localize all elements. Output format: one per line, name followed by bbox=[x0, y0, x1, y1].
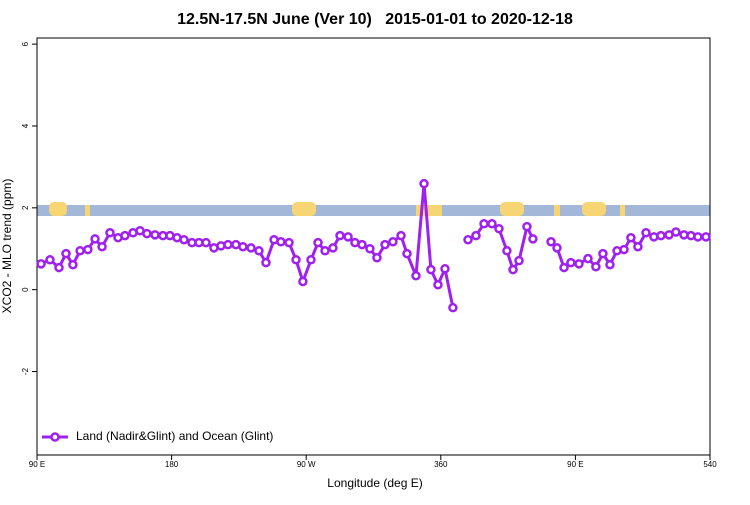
land bbox=[85, 205, 90, 216]
legend-label: Land (Nadir&Glint) and Ocean (Glint) bbox=[76, 429, 273, 443]
y-axis-label: XCO2 - MLO trend (ppm) bbox=[0, 179, 14, 314]
y-tick-label: 0 bbox=[21, 287, 30, 292]
data-point bbox=[201, 237, 211, 248]
land bbox=[49, 202, 67, 216]
data-point bbox=[83, 244, 93, 255]
data-point bbox=[150, 230, 160, 240]
x-tick-label: 90 E bbox=[567, 460, 583, 469]
data-point bbox=[380, 239, 390, 250]
data-point bbox=[546, 237, 556, 247]
data-point bbox=[487, 219, 497, 229]
land bbox=[582, 202, 606, 216]
data-point bbox=[313, 237, 323, 248]
data-point bbox=[97, 241, 107, 252]
data-point bbox=[254, 246, 264, 256]
data-point bbox=[448, 302, 458, 313]
data-point bbox=[357, 239, 367, 250]
data-point bbox=[276, 237, 286, 247]
data-point bbox=[591, 262, 601, 272]
land bbox=[500, 202, 524, 216]
data-point bbox=[419, 178, 429, 189]
data-point bbox=[671, 227, 681, 237]
plot-frame bbox=[36, 37, 711, 456]
data-point bbox=[45, 255, 55, 265]
data-point bbox=[36, 259, 46, 269]
data-point bbox=[552, 243, 562, 253]
data-point bbox=[574, 259, 584, 269]
data-point bbox=[90, 234, 100, 244]
x-tick-label: 540 bbox=[703, 460, 717, 469]
x-axis-label: Longitude (deg E) bbox=[327, 476, 422, 490]
data-point bbox=[502, 246, 512, 256]
data-point bbox=[105, 228, 115, 238]
data-point bbox=[61, 248, 71, 259]
x-tick-label: 360 bbox=[434, 460, 448, 469]
data-point bbox=[701, 232, 711, 242]
data-point bbox=[291, 255, 301, 265]
land bbox=[416, 205, 442, 216]
data-point bbox=[479, 219, 489, 229]
data-point bbox=[306, 255, 316, 265]
data-point bbox=[54, 262, 64, 273]
y-tick-label: 2 bbox=[21, 205, 30, 210]
data-point bbox=[693, 232, 703, 242]
data-point bbox=[494, 223, 504, 234]
data-point bbox=[328, 243, 338, 253]
data-point bbox=[223, 239, 233, 250]
data-point bbox=[471, 230, 481, 241]
data-point bbox=[426, 264, 436, 275]
x-tick-label: 90 W bbox=[297, 460, 316, 469]
data-point bbox=[284, 237, 294, 248]
data-point bbox=[598, 248, 608, 259]
data-point bbox=[372, 253, 382, 263]
data-point bbox=[626, 232, 636, 243]
data-point bbox=[411, 271, 421, 281]
map-strip bbox=[37, 202, 710, 216]
x-tick-label: 180 bbox=[165, 460, 179, 469]
data-point bbox=[142, 228, 152, 239]
data-point bbox=[514, 255, 524, 266]
data-point bbox=[343, 232, 353, 242]
data-point bbox=[559, 262, 569, 273]
data-point bbox=[656, 230, 666, 241]
data-point bbox=[402, 248, 412, 259]
data-point bbox=[641, 228, 651, 238]
data-point bbox=[583, 253, 593, 264]
data-point bbox=[508, 264, 518, 275]
data-point bbox=[396, 230, 406, 241]
data-point bbox=[433, 280, 443, 290]
data-point bbox=[335, 230, 345, 241]
data-point bbox=[261, 257, 271, 268]
data-point bbox=[528, 234, 538, 244]
land bbox=[554, 205, 560, 216]
data-point bbox=[298, 276, 308, 287]
y-tick-label: 4 bbox=[21, 123, 30, 128]
x-tick-label: 90 E bbox=[29, 460, 45, 469]
y-tick-label: -2 bbox=[21, 367, 30, 375]
data-point bbox=[320, 246, 330, 256]
data-point bbox=[463, 234, 473, 245]
data-point bbox=[633, 241, 643, 252]
data-point bbox=[566, 257, 576, 268]
data-point bbox=[75, 246, 85, 256]
land bbox=[292, 202, 316, 216]
data-point bbox=[246, 243, 256, 253]
data-point bbox=[179, 234, 189, 245]
data-point bbox=[619, 244, 629, 255]
data-point bbox=[522, 221, 532, 232]
data-point bbox=[120, 230, 130, 241]
legend-marker bbox=[50, 432, 60, 442]
data-point bbox=[68, 259, 78, 270]
data-point bbox=[238, 241, 248, 252]
ocean-strip bbox=[37, 205, 710, 216]
chart-title: 12.5N-17.5N June (Ver 10) 2015-01-01 to … bbox=[177, 11, 573, 28]
y-tick-label: 6 bbox=[21, 41, 30, 46]
data-point bbox=[440, 264, 450, 274]
data-point bbox=[365, 244, 375, 254]
data-point bbox=[388, 237, 398, 247]
data-point bbox=[605, 259, 615, 270]
land bbox=[620, 205, 625, 216]
